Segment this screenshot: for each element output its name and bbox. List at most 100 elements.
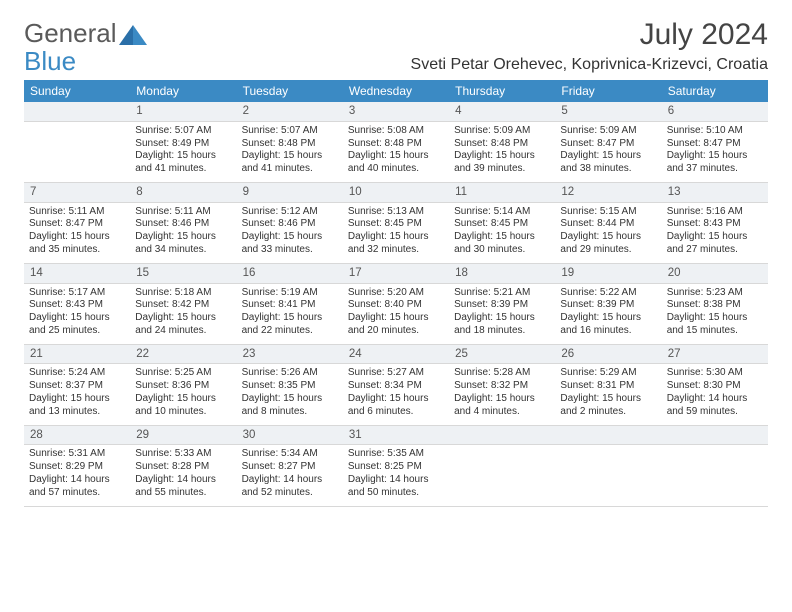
day-cell: Sunrise: 5:33 AMSunset: 8:28 PMDaylight:… bbox=[130, 445, 236, 506]
sunset-text: Sunset: 8:44 PM bbox=[560, 218, 656, 231]
day-number: 20 bbox=[662, 263, 768, 283]
day-number: 17 bbox=[343, 263, 449, 283]
day-cell: Sunrise: 5:23 AMSunset: 8:38 PMDaylight:… bbox=[662, 283, 768, 344]
day-cell: Sunrise: 5:19 AMSunset: 8:41 PMDaylight:… bbox=[237, 283, 343, 344]
sunset-text: Sunset: 8:31 PM bbox=[560, 380, 656, 393]
sunset-text: Sunset: 8:36 PM bbox=[135, 380, 231, 393]
daylight-text: Daylight: 15 hours and 16 minutes. bbox=[560, 312, 656, 338]
day-content-row: Sunrise: 5:31 AMSunset: 8:29 PMDaylight:… bbox=[24, 445, 768, 506]
calendar-body: 123456 Sunrise: 5:07 AMSunset: 8:49 PMDa… bbox=[24, 102, 768, 506]
sunrise-text: Sunrise: 5:34 AM bbox=[242, 448, 338, 461]
sunrise-text: Sunrise: 5:07 AM bbox=[242, 125, 338, 138]
sunrise-text: Sunrise: 5:18 AM bbox=[135, 287, 231, 300]
day-cell: Sunrise: 5:18 AMSunset: 8:42 PMDaylight:… bbox=[130, 283, 236, 344]
daylight-text: Daylight: 15 hours and 15 minutes. bbox=[667, 312, 763, 338]
day-content-row: Sunrise: 5:11 AMSunset: 8:47 PMDaylight:… bbox=[24, 202, 768, 263]
daylight-text: Daylight: 15 hours and 37 minutes. bbox=[667, 150, 763, 176]
day-cell: Sunrise: 5:07 AMSunset: 8:49 PMDaylight:… bbox=[130, 121, 236, 182]
day-number: 3 bbox=[343, 102, 449, 121]
day-number: 29 bbox=[130, 425, 236, 445]
sunset-text: Sunset: 8:45 PM bbox=[348, 218, 444, 231]
sunrise-text: Sunrise: 5:25 AM bbox=[135, 367, 231, 380]
day-cell: Sunrise: 5:27 AMSunset: 8:34 PMDaylight:… bbox=[343, 364, 449, 425]
daylight-text: Daylight: 15 hours and 25 minutes. bbox=[29, 312, 125, 338]
day-number: 27 bbox=[662, 344, 768, 364]
day-cell: Sunrise: 5:12 AMSunset: 8:46 PMDaylight:… bbox=[237, 202, 343, 263]
day-cell: Sunrise: 5:09 AMSunset: 8:47 PMDaylight:… bbox=[555, 121, 661, 182]
day-number-row: 14151617181920 bbox=[24, 263, 768, 283]
day-cell: Sunrise: 5:20 AMSunset: 8:40 PMDaylight:… bbox=[343, 283, 449, 344]
daylight-text: Daylight: 14 hours and 50 minutes. bbox=[348, 474, 444, 500]
day-cell: Sunrise: 5:29 AMSunset: 8:31 PMDaylight:… bbox=[555, 364, 661, 425]
day-number: 31 bbox=[343, 425, 449, 445]
daylight-text: Daylight: 15 hours and 38 minutes. bbox=[560, 150, 656, 176]
day-number: 28 bbox=[24, 425, 130, 445]
daylight-text: Daylight: 14 hours and 59 minutes. bbox=[667, 393, 763, 419]
sunset-text: Sunset: 8:41 PM bbox=[242, 299, 338, 312]
day-cell: Sunrise: 5:31 AMSunset: 8:29 PMDaylight:… bbox=[24, 445, 130, 506]
sunset-text: Sunset: 8:47 PM bbox=[29, 218, 125, 231]
sunrise-text: Sunrise: 5:33 AM bbox=[135, 448, 231, 461]
day-number: 9 bbox=[237, 182, 343, 202]
sunrise-text: Sunrise: 5:28 AM bbox=[454, 367, 550, 380]
day-cell bbox=[449, 445, 555, 506]
daylight-text: Daylight: 15 hours and 41 minutes. bbox=[135, 150, 231, 176]
daylight-text: Daylight: 15 hours and 34 minutes. bbox=[135, 231, 231, 257]
weekday-header: Thursday bbox=[449, 80, 555, 102]
day-cell bbox=[555, 445, 661, 506]
sunset-text: Sunset: 8:48 PM bbox=[348, 138, 444, 151]
sunrise-text: Sunrise: 5:27 AM bbox=[348, 367, 444, 380]
sunrise-text: Sunrise: 5:14 AM bbox=[454, 206, 550, 219]
day-number: 8 bbox=[130, 182, 236, 202]
day-cell: Sunrise: 5:25 AMSunset: 8:36 PMDaylight:… bbox=[130, 364, 236, 425]
daylight-text: Daylight: 15 hours and 40 minutes. bbox=[348, 150, 444, 176]
sunrise-text: Sunrise: 5:23 AM bbox=[667, 287, 763, 300]
daylight-text: Daylight: 15 hours and 6 minutes. bbox=[348, 393, 444, 419]
day-content-row: Sunrise: 5:24 AMSunset: 8:37 PMDaylight:… bbox=[24, 364, 768, 425]
sunset-text: Sunset: 8:37 PM bbox=[29, 380, 125, 393]
sunset-text: Sunset: 8:28 PM bbox=[135, 461, 231, 474]
day-number bbox=[662, 425, 768, 445]
sunset-text: Sunset: 8:39 PM bbox=[560, 299, 656, 312]
title-block: July 2024 bbox=[640, 18, 768, 52]
day-cell: Sunrise: 5:13 AMSunset: 8:45 PMDaylight:… bbox=[343, 202, 449, 263]
daylight-text: Daylight: 14 hours and 52 minutes. bbox=[242, 474, 338, 500]
day-cell: Sunrise: 5:28 AMSunset: 8:32 PMDaylight:… bbox=[449, 364, 555, 425]
day-cell: Sunrise: 5:24 AMSunset: 8:37 PMDaylight:… bbox=[24, 364, 130, 425]
weekday-header: Friday bbox=[555, 80, 661, 102]
day-cell: Sunrise: 5:07 AMSunset: 8:48 PMDaylight:… bbox=[237, 121, 343, 182]
sunset-text: Sunset: 8:32 PM bbox=[454, 380, 550, 393]
sunrise-text: Sunrise: 5:08 AM bbox=[348, 125, 444, 138]
day-cell: Sunrise: 5:14 AMSunset: 8:45 PMDaylight:… bbox=[449, 202, 555, 263]
daylight-text: Daylight: 15 hours and 27 minutes. bbox=[667, 231, 763, 257]
day-number-row: 78910111213 bbox=[24, 182, 768, 202]
sunset-text: Sunset: 8:48 PM bbox=[454, 138, 550, 151]
sunrise-text: Sunrise: 5:29 AM bbox=[560, 367, 656, 380]
daylight-text: Daylight: 15 hours and 35 minutes. bbox=[29, 231, 125, 257]
calendar-table: Sunday Monday Tuesday Wednesday Thursday… bbox=[24, 80, 768, 507]
day-number: 30 bbox=[237, 425, 343, 445]
daylight-text: Daylight: 15 hours and 10 minutes. bbox=[135, 393, 231, 419]
day-cell: Sunrise: 5:09 AMSunset: 8:48 PMDaylight:… bbox=[449, 121, 555, 182]
sunrise-text: Sunrise: 5:30 AM bbox=[667, 367, 763, 380]
day-number bbox=[555, 425, 661, 445]
sunrise-text: Sunrise: 5:09 AM bbox=[454, 125, 550, 138]
day-cell: Sunrise: 5:35 AMSunset: 8:25 PMDaylight:… bbox=[343, 445, 449, 506]
daylight-text: Daylight: 14 hours and 57 minutes. bbox=[29, 474, 125, 500]
sunrise-text: Sunrise: 5:22 AM bbox=[560, 287, 656, 300]
sunset-text: Sunset: 8:47 PM bbox=[667, 138, 763, 151]
sunset-text: Sunset: 8:25 PM bbox=[348, 461, 444, 474]
calendar-page: General July 2024 Blue Sveti Petar Orehe… bbox=[0, 0, 792, 612]
day-cell bbox=[24, 121, 130, 182]
sunrise-text: Sunrise: 5:12 AM bbox=[242, 206, 338, 219]
day-number: 22 bbox=[130, 344, 236, 364]
sunrise-text: Sunrise: 5:35 AM bbox=[348, 448, 444, 461]
day-number: 4 bbox=[449, 102, 555, 121]
day-number: 26 bbox=[555, 344, 661, 364]
sunset-text: Sunset: 8:40 PM bbox=[348, 299, 444, 312]
sunrise-text: Sunrise: 5:10 AM bbox=[667, 125, 763, 138]
daylight-text: Daylight: 14 hours and 55 minutes. bbox=[135, 474, 231, 500]
day-number: 12 bbox=[555, 182, 661, 202]
month-title: July 2024 bbox=[640, 18, 768, 52]
day-cell: Sunrise: 5:11 AMSunset: 8:46 PMDaylight:… bbox=[130, 202, 236, 263]
